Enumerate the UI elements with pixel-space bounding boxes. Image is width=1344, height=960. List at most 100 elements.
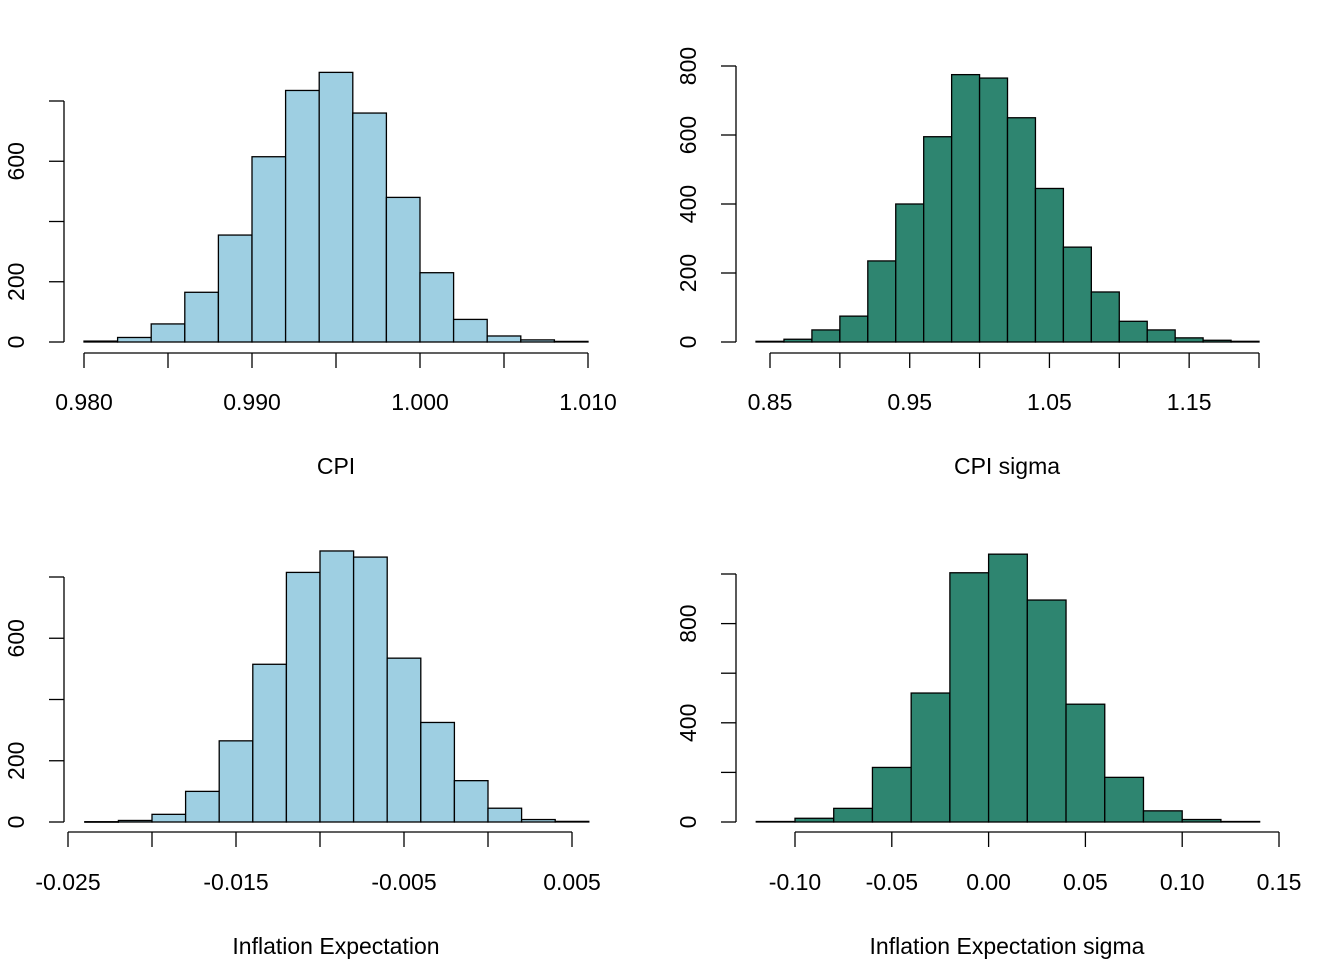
y-tick-label: 800 — [675, 47, 701, 85]
histogram-bar — [420, 721, 456, 823]
histogram-bar — [554, 820, 590, 823]
x-tick-label: 0.00 — [966, 869, 1011, 895]
histogram-bar — [150, 323, 186, 343]
histogram-bar — [285, 571, 321, 823]
histogram-bar — [217, 234, 253, 343]
histogram-bar — [83, 340, 119, 343]
x-tick-label: 1.15 — [1167, 389, 1212, 415]
x-tick-label: -0.10 — [769, 869, 821, 895]
histogram-bar — [871, 766, 912, 823]
histogram-bar — [987, 553, 1028, 823]
x-tick-label: 1.000 — [391, 389, 449, 415]
histogram-bar — [319, 550, 355, 823]
x-tick-label: 0.10 — [1160, 869, 1205, 895]
x-tick-label: 1.010 — [559, 389, 617, 415]
histogram-bar — [867, 260, 897, 343]
histogram-bar — [151, 813, 187, 823]
histogram-bar — [1006, 117, 1037, 343]
y-tick-label: 600 — [675, 116, 701, 154]
y-tick-label: 200 — [675, 254, 701, 292]
histogram-bar — [839, 315, 869, 343]
histogram-bar — [1146, 329, 1176, 343]
histogram-bar — [553, 340, 589, 343]
histogram-bar — [453, 780, 489, 823]
histogram-bar — [1065, 703, 1106, 823]
y-tick-label: 400 — [675, 185, 701, 223]
y-tick-label: 600 — [3, 619, 29, 657]
x-tick-label: 0.005 — [543, 869, 601, 895]
histogram-bar — [1220, 820, 1261, 823]
histogram-bar — [910, 692, 951, 823]
x-axis-label: Inflation Expectation — [232, 933, 439, 959]
x-tick-label: 0.95 — [887, 389, 932, 415]
histogram-bar — [520, 818, 556, 823]
x-tick-label: -0.015 — [203, 869, 268, 895]
histogram-bar — [1230, 340, 1260, 343]
histogram-bar — [1181, 818, 1222, 823]
panel-inflation-expectation: -0.025 -0.015 -0.005 0.005 0 200 600 Inflation … — [3, 550, 601, 959]
histogram-bar — [1104, 776, 1145, 823]
histogram-bar — [419, 272, 455, 343]
histogram-bar — [950, 73, 981, 343]
histogram-bar — [1026, 599, 1067, 823]
histogram-bar — [218, 740, 254, 823]
histogram-bar — [895, 203, 925, 343]
x-tick-label: 0.15 — [1257, 869, 1302, 895]
y-tick-label: 0 — [675, 816, 701, 829]
histogram-bar — [755, 820, 796, 823]
histogram-bar — [978, 77, 1009, 343]
histogram-bar — [184, 790, 220, 823]
histogram-bar — [452, 318, 488, 343]
histogram-bar — [386, 657, 422, 823]
histogram-bar — [352, 112, 388, 343]
histogram-bar — [284, 89, 320, 343]
x-tick-label: -0.025 — [35, 869, 100, 895]
y-tick-label: 0 — [3, 816, 29, 829]
histogram-bar — [833, 807, 874, 823]
y-tick-label: 200 — [3, 742, 29, 780]
histogram-bar — [352, 556, 388, 823]
panel-cpi: 0.980 0.990 1.000 1.010 0 200 600 CPI — [3, 71, 617, 479]
x-tick-label: 0.05 — [1063, 869, 1108, 895]
histogram-bar — [1174, 337, 1204, 343]
x-axis-label: CPI sigma — [954, 453, 1060, 479]
y-tick-label: 600 — [3, 142, 29, 180]
histogram-bar — [755, 340, 785, 343]
histogram-bar — [520, 339, 556, 343]
histogram-bar — [116, 336, 152, 343]
histogram-bar — [811, 329, 841, 343]
y-tick-label: 200 — [3, 263, 29, 301]
histogram-bar — [1090, 291, 1120, 343]
histogram-bar — [794, 817, 835, 823]
histogram-bar — [84, 821, 120, 823]
histogram-bar — [1202, 339, 1232, 343]
histogram-bar — [923, 136, 953, 343]
y-tick-label: 0 — [3, 336, 29, 349]
x-tick-label: -0.005 — [371, 869, 436, 895]
histogram-bar — [949, 572, 990, 823]
y-tick-label: 400 — [675, 704, 701, 742]
histogram-bar — [385, 196, 421, 343]
histogram-bar — [1034, 187, 1065, 343]
histogram-bar — [251, 156, 287, 343]
x-tick-label: 0.980 — [55, 389, 113, 415]
x-tick-label: 1.05 — [1027, 389, 1072, 415]
histogram-bar — [486, 335, 522, 343]
histogram-bar — [1118, 320, 1148, 343]
histogram-bar — [117, 819, 153, 823]
histogram-bar — [1142, 810, 1183, 823]
x-tick-label: 0.990 — [223, 389, 281, 415]
x-tick-label: -0.05 — [866, 869, 918, 895]
histogram-bar — [184, 291, 220, 343]
panel-inflation-expectation-sigma: -0.10 -0.05 0.00 0.05 0.10 0.15 0 400 800 Inflati… — [675, 553, 1302, 959]
x-axis-label: Inflation Expectation sigma — [870, 933, 1145, 959]
histogram-bar — [487, 807, 523, 823]
histogram-bar — [252, 663, 288, 823]
y-tick-label: 800 — [675, 604, 701, 642]
x-axis-label: CPI — [317, 453, 355, 479]
panel-cpi-sigma: 0.85 0.95 1.05 1.15 0 200 400 600 800 CPI sigma — [675, 47, 1260, 479]
histogram-bar — [318, 71, 354, 343]
y-tick-label: 0 — [675, 336, 701, 349]
histogram-bar — [1062, 246, 1092, 343]
